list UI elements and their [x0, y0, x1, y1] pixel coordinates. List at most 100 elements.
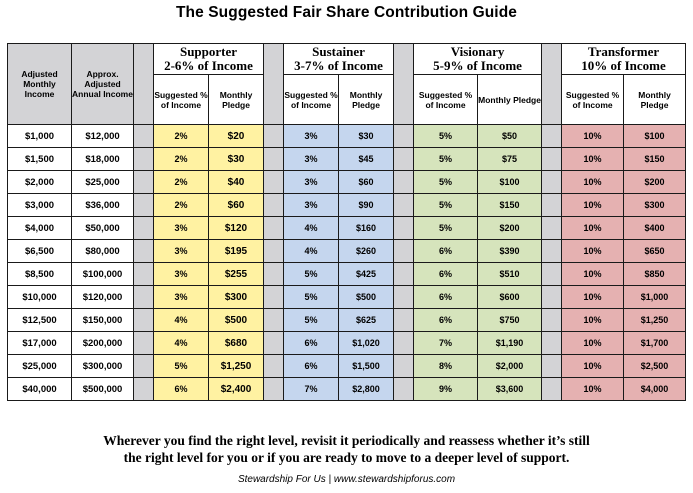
column-gap: [393, 262, 415, 286]
transformer-pct-cell: 10%: [561, 239, 625, 263]
column-gap: [133, 377, 154, 401]
sustainer-pct-cell: 3%: [283, 170, 340, 194]
column-gap: [263, 285, 285, 309]
column-gap: [393, 43, 415, 125]
sustainer-pct-cell: 5%: [283, 262, 340, 286]
annual-income-cell: $120,000: [71, 285, 134, 309]
column-gap: [263, 354, 285, 378]
column-gap: [541, 308, 563, 332]
footer-line-1: Wherever you find the right level, revis…: [103, 433, 590, 448]
sustainer-pct-cell: 5%: [283, 308, 340, 332]
col-header-suggested-pct: Suggested % of Income: [561, 74, 625, 125]
annual-income-cell: $18,000: [71, 147, 134, 171]
monthly-income-cell: $17,000: [7, 331, 72, 355]
table-row: $2,000 $25,000 2% $40 3% $60 5% $100 10% $200: [7, 170, 687, 194]
level-name: Visionary: [450, 44, 505, 59]
page-title: The Suggested Fair Share Contribution Gu…: [175, 4, 518, 21]
table-row: $10,000 $120,000 3% $300 5% $500 6% $600 10% $1,0…: [7, 285, 687, 309]
monthly-income-cell: $1,000: [7, 124, 72, 148]
col-header-monthly-pledge: Monthly Pledge: [477, 74, 543, 125]
sustainer-pct-cell: 6%: [283, 331, 340, 355]
transformer-pct-cell: 10%: [561, 147, 625, 171]
monthly-income-cell: $8,500: [7, 262, 72, 286]
visionary-pledge-cell: $510: [477, 262, 543, 286]
transformer-pledge-cell: $150: [623, 147, 687, 171]
supporter-pct-cell: 4%: [153, 308, 209, 332]
column-gap: [393, 216, 415, 240]
transformer-pct-cell: 10%: [561, 262, 625, 286]
supporter-pledge-cell: $300: [207, 285, 265, 309]
visionary-pledge-cell: $200: [477, 216, 543, 240]
sustainer-pledge-cell: $160: [338, 216, 395, 240]
visionary-pct-cell: 6%: [413, 239, 479, 263]
level-range: 5-9% of Income: [433, 58, 522, 73]
annual-income-cell: $36,000: [71, 193, 134, 217]
monthly-income-cell: $40,000: [7, 377, 72, 401]
col-header-suggested-pct: Suggested % of Income: [283, 74, 340, 125]
visionary-pledge-cell: $150: [477, 193, 543, 217]
sustainer-pct-cell: 3%: [283, 193, 340, 217]
visionary-pct-cell: 6%: [413, 285, 479, 309]
transformer-pct-cell: 10%: [561, 331, 625, 355]
transformer-pct-cell: 10%: [561, 377, 625, 401]
footer-note: Wherever you find the right level, revis…: [0, 432, 693, 466]
column-gap: [263, 377, 285, 401]
supporter-pct-cell: 3%: [153, 262, 209, 286]
column-gap: [541, 216, 563, 240]
level-range: 10% of Income: [581, 58, 666, 73]
sustainer-pledge-cell: $30: [338, 124, 395, 148]
column-gap: [133, 239, 154, 263]
visionary-pct-cell: 7%: [413, 331, 479, 355]
transformer-pledge-cell: $2,500: [623, 354, 687, 378]
supporter-pct-cell: 2%: [153, 193, 209, 217]
transformer-pct-cell: 10%: [561, 354, 625, 378]
annual-income-cell: $12,000: [71, 124, 134, 148]
supporter-pledge-cell: $120: [207, 216, 265, 240]
supporter-pct-cell: 4%: [153, 331, 209, 355]
visionary-pct-cell: 5%: [413, 124, 479, 148]
sustainer-pledge-cell: $260: [338, 239, 395, 263]
column-gap: [541, 377, 563, 401]
column-gap: [541, 331, 563, 355]
visionary-pledge-cell: $390: [477, 239, 543, 263]
table-row: $8,500 $100,000 3% $255 5% $425 6% $510 10% $850: [7, 262, 687, 286]
sustainer-pledge-cell: $425: [338, 262, 395, 286]
sustainer-pledge-cell: $1,500: [338, 354, 395, 378]
col-header-monthly-pledge: Monthly Pledge: [207, 74, 265, 125]
annual-income-cell: $80,000: [71, 239, 134, 263]
column-gap: [263, 147, 285, 171]
sustainer-pledge-cell: $90: [338, 193, 395, 217]
table-row: $6,500 $80,000 3% $195 4% $260 6% $390 10% $650: [7, 239, 687, 263]
table-row: $25,000 $300,000 5% $1,250 6% $1,500 8% $2,000 1…: [7, 354, 687, 378]
visionary-pct-cell: 5%: [413, 147, 479, 171]
column-gap: [541, 170, 563, 194]
column-gap: [263, 43, 285, 125]
level-range: 3-7% of Income: [294, 58, 383, 73]
level-header-supporter: Supporter 2-6% of Income: [152, 43, 265, 75]
column-gap: [263, 262, 285, 286]
column-gap: [133, 193, 154, 217]
column-gap: [393, 285, 415, 309]
level-header-sustainer: Sustainer 3-7% of Income: [283, 43, 395, 75]
column-gap: [541, 193, 563, 217]
visionary-pledge-cell: $100: [477, 170, 543, 194]
column-gap: [133, 147, 154, 171]
visionary-pledge-cell: $75: [477, 147, 543, 171]
transformer-pct-cell: 10%: [561, 285, 625, 309]
sustainer-pledge-cell: $60: [338, 170, 395, 194]
supporter-pct-cell: 2%: [153, 124, 209, 148]
sustainer-pct-cell: 3%: [283, 147, 340, 171]
transformer-pct-cell: 10%: [561, 193, 625, 217]
column-gap: [541, 262, 563, 286]
supporter-pct-cell: 2%: [153, 147, 209, 171]
column-gap: [133, 285, 154, 309]
sustainer-pct-cell: 4%: [283, 216, 340, 240]
visionary-pct-cell: 5%: [413, 216, 479, 240]
column-gap: [133, 170, 154, 194]
transformer-pledge-cell: $300: [623, 193, 687, 217]
supporter-pledge-cell: $1,250: [207, 354, 265, 378]
transformer-pledge-cell: $1,000: [623, 285, 687, 309]
sustainer-pct-cell: 4%: [283, 239, 340, 263]
col-header-suggested-pct: Suggested % of Income: [153, 74, 209, 125]
column-gap: [393, 193, 415, 217]
